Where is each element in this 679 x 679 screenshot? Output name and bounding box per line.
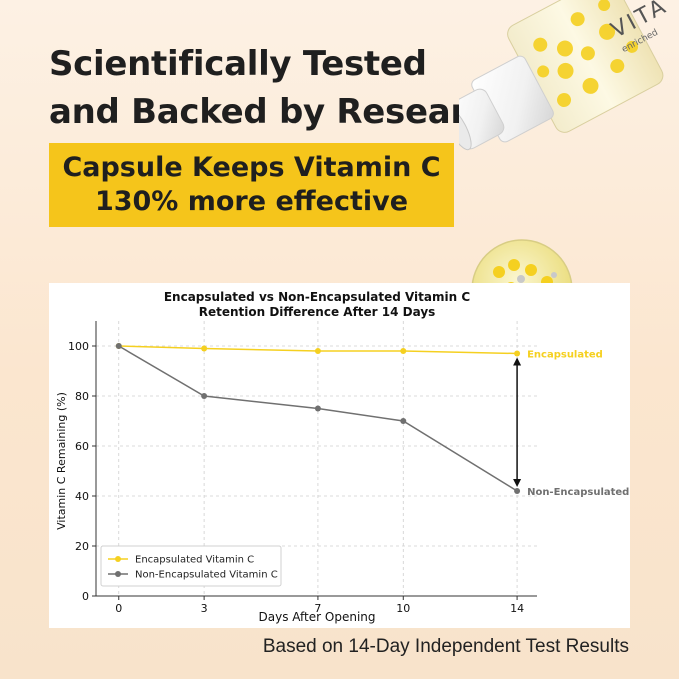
- banner-line-2: 130% more effective: [94, 186, 409, 217]
- x-tick-label: 7: [314, 602, 321, 615]
- series-end-label: Non-Encapsulated: [527, 487, 629, 498]
- legend-swatch-marker: [115, 571, 121, 577]
- y-tick-label: 20: [75, 540, 89, 553]
- data-point: [514, 350, 521, 357]
- highlight-banner: Capsule Keeps Vitamin C 130% more effect…: [49, 143, 454, 227]
- x-tick-label: 10: [396, 602, 410, 615]
- serum-bottle-image: VITA enriched: [459, 0, 672, 341]
- x-axis-label: Days After Opening: [259, 610, 376, 624]
- y-tick-label: 0: [82, 590, 89, 603]
- data-point: [201, 345, 208, 352]
- x-tick-label: 14: [510, 602, 524, 615]
- y-tick-label: 80: [75, 390, 89, 403]
- y-axis-label: Vitamin C Remaining (%): [55, 392, 68, 530]
- data-point: [314, 405, 321, 412]
- arrow-head-down: [513, 479, 522, 487]
- footnote: Based on 14-Day Independent Test Results: [262, 636, 629, 657]
- y-tick-label: 60: [75, 440, 89, 453]
- data-point: [400, 418, 407, 424]
- chart-legend: Encapsulated Vitamin C Non-Encapsulated V…: [100, 545, 282, 587]
- chart-card: Encapsulated vs Non-Encapsulated Vitamin…: [49, 283, 630, 628]
- x-tick-label: 3: [201, 602, 208, 615]
- chart-title: Encapsulated vs Non-Encapsulated Vitamin…: [164, 290, 470, 304]
- headline-line-2: and Backed by Research: [49, 92, 511, 132]
- banner-line-1: Capsule Keeps Vitamin C: [62, 152, 441, 183]
- data-point: [400, 348, 407, 354]
- arrow-head-up: [513, 357, 522, 366]
- legend-label: Non-Encapsulated Vitamin C: [135, 570, 278, 581]
- y-tick-label: 40: [75, 490, 89, 503]
- bottle-body: VITA enriched: [459, 0, 672, 151]
- y-tick-label: 100: [68, 340, 89, 353]
- series-end-label: Encapsulated: [527, 350, 603, 361]
- data-point: [201, 393, 208, 399]
- x-tick-label: 0: [115, 602, 122, 615]
- data-point: [115, 343, 122, 349]
- chart-subtitle: Retention Difference After 14 Days: [199, 305, 436, 319]
- headline: Scientifically Tested and Backed by Rese…: [49, 40, 511, 136]
- retention-line-chart: Encapsulated vs Non-Encapsulated Vitamin…: [55, 290, 629, 624]
- data-point: [314, 348, 321, 354]
- legend-box: [100, 545, 282, 587]
- data-point: [514, 488, 521, 494]
- headline-line-1: Scientifically Tested: [49, 44, 427, 84]
- legend-swatch-marker: [115, 556, 121, 562]
- legend-label: Encapsulated Vitamin C: [135, 555, 254, 566]
